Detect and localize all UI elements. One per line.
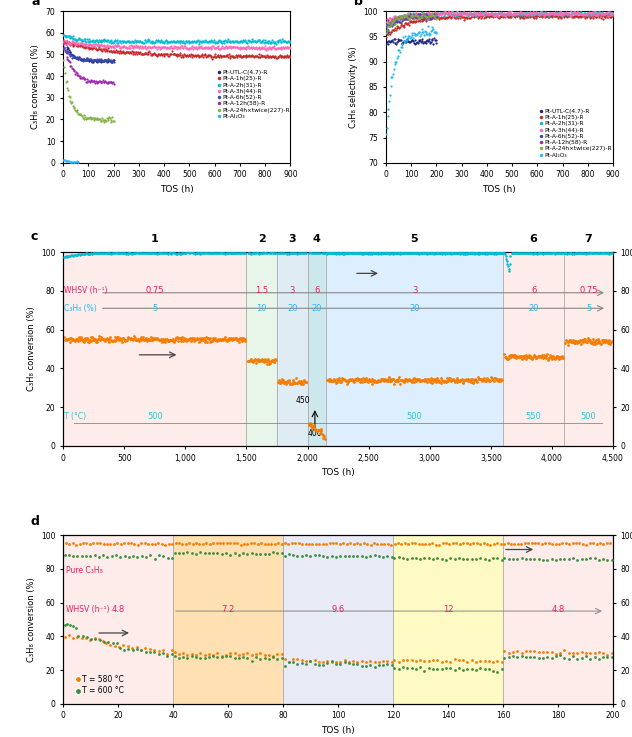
Bar xyxy=(393,535,503,704)
Bar xyxy=(277,252,308,446)
Text: 3: 3 xyxy=(288,234,296,244)
Y-axis label: C₃H₈ conversion (%): C₃H₈ conversion (%) xyxy=(27,307,35,391)
Text: 20: 20 xyxy=(312,304,322,312)
Text: 1: 1 xyxy=(151,234,159,244)
Text: T (°C): T (°C) xyxy=(64,412,87,421)
Text: 0.75: 0.75 xyxy=(145,286,164,296)
Text: 5: 5 xyxy=(152,304,157,312)
X-axis label: TOS (h): TOS (h) xyxy=(321,468,355,477)
Text: 7: 7 xyxy=(585,234,592,244)
Text: c: c xyxy=(30,231,37,243)
Bar xyxy=(564,252,613,446)
Bar xyxy=(246,252,277,446)
Text: 0.75: 0.75 xyxy=(580,286,598,296)
Y-axis label: C₃H₈ conversion (%): C₃H₈ conversion (%) xyxy=(27,577,35,662)
Text: 4.8: 4.8 xyxy=(112,605,125,614)
Text: Pure C₃H₈: Pure C₃H₈ xyxy=(66,566,102,575)
Text: WHSV (h⁻¹): WHSV (h⁻¹) xyxy=(64,286,108,296)
Text: a: a xyxy=(32,0,40,8)
Text: 20: 20 xyxy=(528,304,539,312)
Text: 6: 6 xyxy=(531,286,537,296)
Text: 10: 10 xyxy=(257,304,267,312)
Legend: T = 580 °C, T = 600 °C: T = 580 °C, T = 600 °C xyxy=(73,672,128,699)
Text: 9.6: 9.6 xyxy=(332,605,344,614)
X-axis label: TOS (h): TOS (h) xyxy=(160,185,193,194)
Legend: Pt-UTL-C(4.7)-R, Pt-A-1h(25)-R, Pt-A-2h(31)-R, Pt-A-3h(44)-R, Pt-A-6h(52)-R, Pt-: Pt-UTL-C(4.7)-R, Pt-A-1h(25)-R, Pt-A-2h(… xyxy=(214,68,292,122)
Text: 20: 20 xyxy=(410,304,420,312)
Text: 500: 500 xyxy=(147,412,162,421)
Text: 3: 3 xyxy=(289,286,295,296)
Text: 6: 6 xyxy=(530,234,538,244)
Text: 7.2: 7.2 xyxy=(222,605,234,614)
Bar xyxy=(63,252,246,446)
Text: 5: 5 xyxy=(411,234,418,244)
Bar xyxy=(308,252,326,446)
Text: 20: 20 xyxy=(287,304,298,312)
Text: 4: 4 xyxy=(313,234,320,244)
Text: 500: 500 xyxy=(406,412,422,421)
Y-axis label: C₃H₈ selectivity (%): C₃H₈ selectivity (%) xyxy=(349,46,358,128)
Text: 3: 3 xyxy=(412,286,417,296)
X-axis label: TOS (h): TOS (h) xyxy=(321,726,355,735)
Text: WHSV (h⁻¹): WHSV (h⁻¹) xyxy=(66,605,109,614)
Text: d: d xyxy=(30,515,39,528)
Text: b: b xyxy=(354,0,363,8)
Text: 450: 450 xyxy=(296,397,310,405)
Text: 400: 400 xyxy=(308,429,322,439)
Bar xyxy=(503,252,564,446)
X-axis label: TOS (h): TOS (h) xyxy=(483,185,516,194)
Bar xyxy=(503,535,613,704)
Bar xyxy=(326,252,503,446)
Y-axis label: C₃H₈ conversion (%): C₃H₈ conversion (%) xyxy=(31,44,40,129)
Text: 5: 5 xyxy=(586,304,591,312)
Text: 4.8: 4.8 xyxy=(552,605,564,614)
Bar xyxy=(63,535,173,704)
Text: 12: 12 xyxy=(443,605,453,614)
Text: 6: 6 xyxy=(314,286,319,296)
Text: 2: 2 xyxy=(258,234,265,244)
Text: 500: 500 xyxy=(581,412,597,421)
Legend: Pt-UTL-C(4.7)-R, Pt-A-1h(25)-R, Pt-A-2h(31)-R, Pt-A-3h(44)-R, Pt-A-6h(52)-R, Pt-: Pt-UTL-C(4.7)-R, Pt-A-1h(25)-R, Pt-A-2h(… xyxy=(537,106,615,160)
Bar xyxy=(283,535,393,704)
Bar xyxy=(173,535,283,704)
Text: 1.5: 1.5 xyxy=(255,286,269,296)
Text: 550: 550 xyxy=(526,412,542,421)
Text: C₃H₈ (%): C₃H₈ (%) xyxy=(64,304,97,312)
